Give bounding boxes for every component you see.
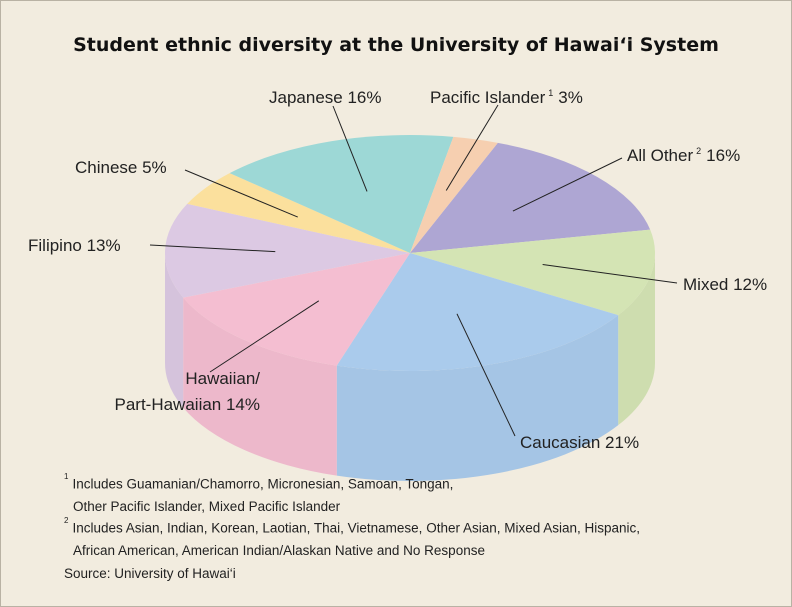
label-japanese: Japanese 16% [269, 88, 381, 107]
pie-slice-filipino [165, 203, 410, 298]
pie-slice-mixed [410, 229, 655, 316]
pie-slice-chinese [187, 173, 410, 253]
leader-line-hawaiian-part-hawaiian [209, 300, 320, 373]
pie-slice-hawaiian-part-hawaiian [183, 253, 410, 366]
pie-side-filipino [165, 253, 184, 408]
footnote-1: 1 Includes Guamanian/Chamorro, Micronesia… [64, 472, 454, 514]
pie-slice-all-other [410, 142, 651, 253]
pie-side-hawaiian-part-hawaiian [183, 297, 337, 476]
leader-line-filipino [149, 244, 276, 253]
source-note: Source: University of Hawai‘i [64, 566, 236, 581]
pie-sides [165, 253, 655, 481]
leader-line-all-other [512, 157, 623, 212]
pie-slices [165, 135, 655, 371]
label-mixed: Mixed 12% [683, 275, 767, 294]
pie-slice-japanese [229, 135, 454, 253]
leader-line-chinese [184, 169, 298, 218]
footnote-2: 2 Includes Asian, Indian, Korean, Laotian… [64, 516, 641, 558]
label-all-other: All Other 2 16% [627, 146, 740, 165]
pie-slice-pacific-islander [410, 136, 498, 253]
label-caucasian: Caucasian 21% [520, 433, 639, 452]
pie-slice-caucasian [336, 253, 619, 371]
leader-line-pacific-islander [445, 104, 499, 191]
leader-line-mixed [542, 263, 678, 284]
label-hawaiian-line1: Hawaiian/ [185, 369, 260, 388]
leader-lines [149, 104, 678, 437]
label-hawaiian-line2: Part-Hawaiian 14% [114, 395, 260, 414]
chart-title: Student ethnic diversity at the Universi… [73, 34, 719, 56]
label-pacific-islander: Pacific Islander 1 3% [430, 88, 583, 107]
leader-line-caucasian [456, 313, 516, 437]
label-filipino: Filipino 13% [28, 236, 121, 255]
leader-line-japanese [332, 105, 368, 192]
pie-side-caucasian [336, 315, 619, 481]
label-chinese: Chinese 5% [75, 158, 167, 177]
pie-side-mixed [618, 253, 655, 426]
